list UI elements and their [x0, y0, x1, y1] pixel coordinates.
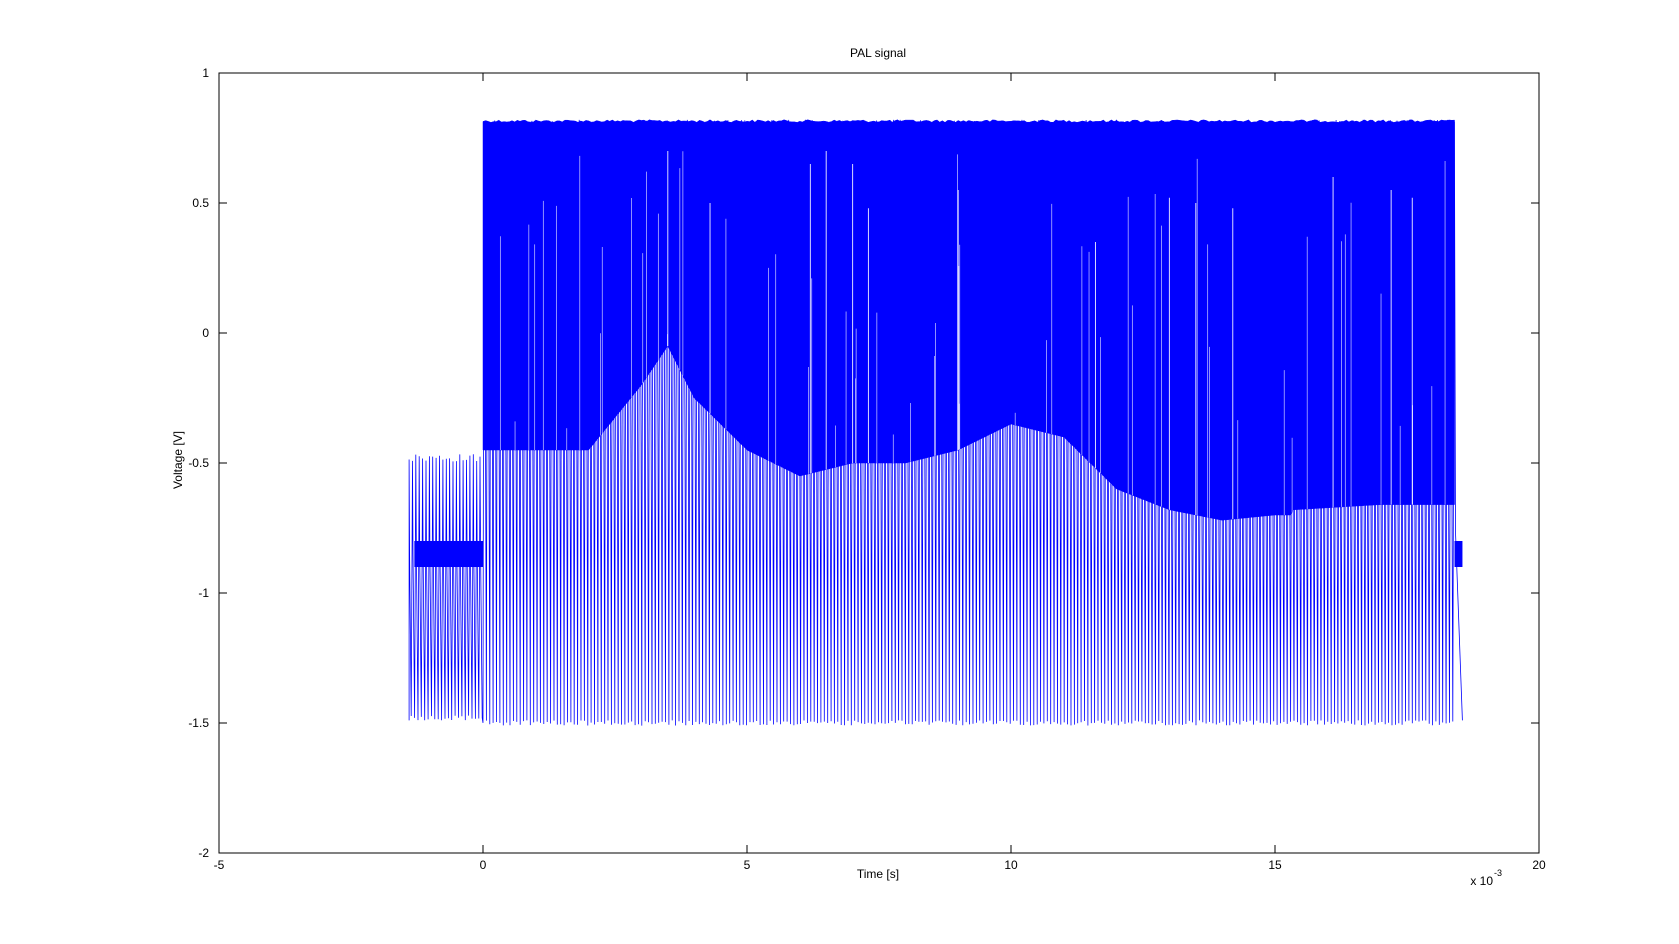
y-tick-label: 1 — [202, 66, 209, 80]
y-tick-label: 0.5 — [192, 196, 209, 210]
x-tick-label: 15 — [1268, 858, 1282, 872]
pre-burst-band — [414, 541, 483, 567]
x-tick-label: 20 — [1532, 858, 1546, 872]
y-tick-label: -2 — [198, 846, 209, 860]
x-tick-label: 5 — [744, 858, 751, 872]
x-tick-label: 0 — [480, 858, 487, 872]
y-tick-label: -1 — [198, 586, 209, 600]
y-tick-label: -1.5 — [188, 716, 209, 730]
x-tick-label: -5 — [214, 858, 225, 872]
y-axis-ticks: -2 -1.5 -1 -0.5 0 0.5 1 — [188, 66, 1539, 860]
x-multiplier-label: x 10 — [1470, 874, 1493, 888]
x-axis-label: Time [s] — [857, 867, 899, 881]
x-multiplier-exponent: -3 — [1494, 868, 1502, 878]
x-axis-ticks: -5 0 5 10 15 20 — [214, 73, 1546, 872]
y-axis-label: Voltage [V] — [171, 431, 185, 489]
signal-line — [408, 119, 1463, 726]
y-tick-label: -0.5 — [188, 456, 209, 470]
plot-area — [408, 119, 1463, 726]
trailing-band — [1454, 541, 1463, 567]
chart-title: PAL signal — [850, 46, 906, 60]
y-tick-label: 0 — [202, 326, 209, 340]
x-tick-label: 10 — [1004, 858, 1018, 872]
